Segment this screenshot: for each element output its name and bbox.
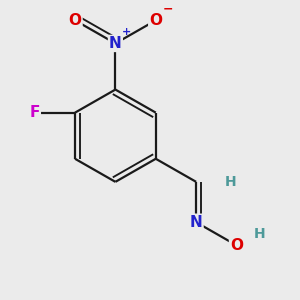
Text: +: + — [122, 28, 131, 38]
Text: N: N — [109, 36, 122, 51]
Text: N: N — [190, 215, 203, 230]
Text: −: − — [163, 3, 173, 16]
Text: H: H — [254, 227, 266, 241]
Text: H: H — [225, 175, 237, 189]
Text: O: O — [230, 238, 243, 253]
Text: O: O — [68, 13, 82, 28]
Text: F: F — [29, 105, 40, 120]
Text: O: O — [149, 13, 162, 28]
